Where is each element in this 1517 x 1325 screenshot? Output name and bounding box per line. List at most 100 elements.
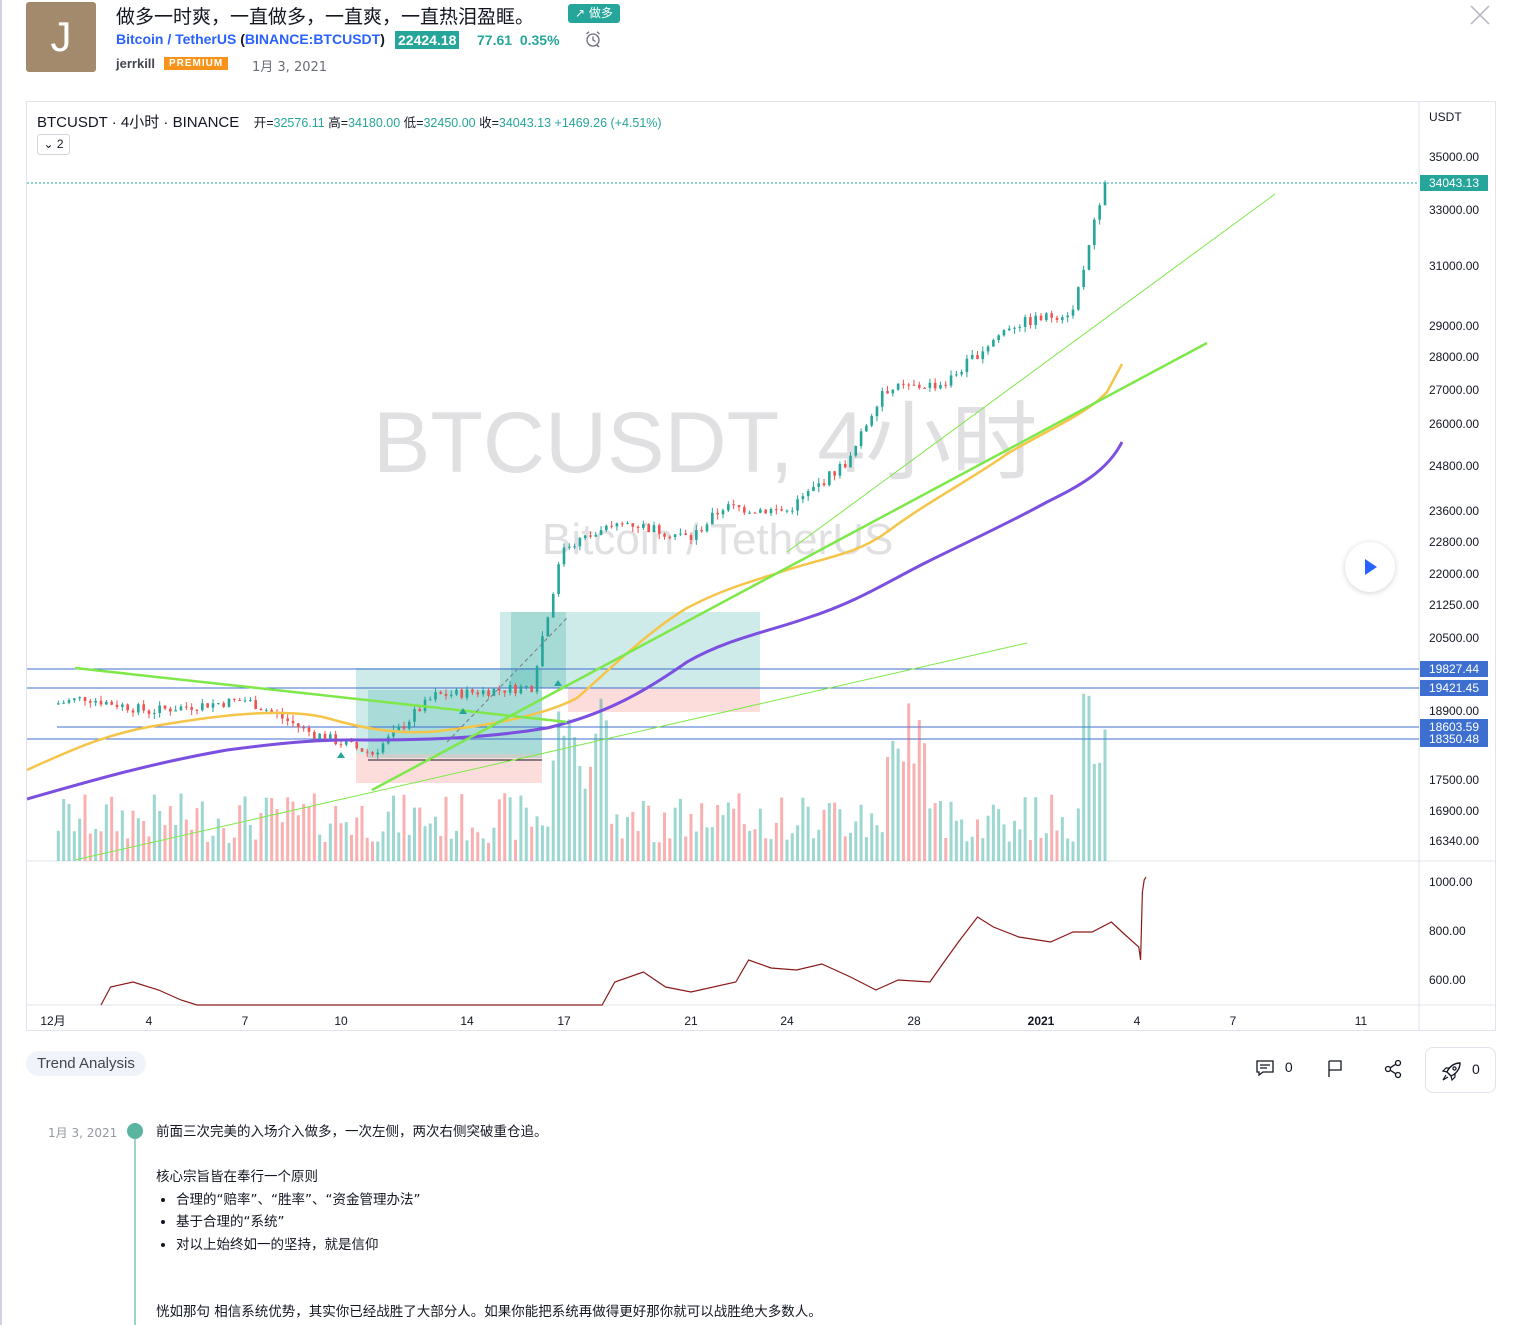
- close-icon[interactable]: [1469, 4, 1491, 26]
- candle: [1002, 328, 1006, 337]
- share-icon[interactable]: [1383, 1059, 1403, 1079]
- symbol-name-link[interactable]: Bitcoin / TetherUS: [116, 31, 237, 47]
- price-tick-label: 18900.00: [1429, 704, 1479, 718]
- candle: [700, 526, 703, 533]
- volume-bar: [1002, 824, 1006, 861]
- time-tick-label: 7: [1230, 1014, 1237, 1028]
- trendline-main[interactable]: [371, 341, 1208, 792]
- volume-bar: [854, 821, 858, 861]
- candle: [434, 688, 437, 703]
- candle: [73, 697, 76, 703]
- volume-bar: [481, 838, 485, 861]
- price-tick-label: 33000.00: [1429, 203, 1479, 217]
- volume-bar: [206, 841, 210, 861]
- candle: [790, 507, 794, 515]
- volume-bar: [610, 823, 614, 861]
- volume-bar: [465, 840, 469, 861]
- volume-bar: [748, 830, 752, 861]
- volume-bar: [115, 831, 119, 861]
- price-change-abs: 77.61: [477, 32, 513, 48]
- price-chart[interactable]: BTCUSDT, 4小时 Bitcoin / TetherUS: [27, 102, 1496, 1031]
- collapse-indicators-button[interactable]: ⌄ 2: [37, 134, 70, 155]
- trendline-descending[interactable]: [74, 666, 568, 724]
- candle: [870, 413, 873, 428]
- price-tick-label: 24800.00: [1429, 459, 1479, 473]
- candle: [259, 707, 263, 711]
- long-position-box-2[interactable]: [368, 690, 542, 761]
- volume-bar: [184, 819, 188, 861]
- candle: [705, 522, 709, 533]
- price-axis[interactable]: 35000.00 33000.00 31000.00 29000.00 28000.00…: [1429, 150, 1479, 848]
- price-tick-label: 16900.00: [1429, 804, 1479, 818]
- volume-bar: [705, 827, 709, 861]
- boost-button[interactable]: 0: [1425, 1047, 1496, 1093]
- rocket-icon: [1441, 1062, 1461, 1082]
- candle: [992, 338, 995, 347]
- replay-button[interactable]: [1345, 542, 1395, 592]
- volume-bar: [599, 698, 603, 861]
- price-tick-label: 20500.00: [1429, 631, 1479, 645]
- volume-bar: [949, 801, 953, 861]
- indicator-line[interactable]: [100, 876, 1147, 1006]
- volume-bar: [328, 823, 332, 861]
- author-name[interactable]: jerrkill: [116, 56, 156, 71]
- volume-bar: [573, 737, 577, 861]
- candle: [334, 730, 337, 746]
- candle: [376, 748, 380, 759]
- candle: [833, 470, 836, 481]
- candle: [243, 696, 247, 703]
- volume-bar: [508, 797, 512, 861]
- volume-bar: [323, 841, 327, 861]
- candle: [886, 385, 889, 394]
- candle: [249, 696, 252, 702]
- volume-bar: [302, 803, 306, 861]
- candle: [939, 381, 942, 390]
- publish-date: 1月 3, 2021: [252, 60, 328, 75]
- candle: [589, 531, 592, 539]
- symbol-ticker-link[interactable]: BINANCE:BTCUSDT: [244, 31, 381, 47]
- volume-bar: [678, 798, 682, 861]
- trendline-support[interactable]: [74, 642, 1028, 861]
- volume-bar: [546, 826, 550, 861]
- candle: [407, 719, 411, 731]
- volume-bar: [1082, 693, 1086, 861]
- volume-bar: [1039, 837, 1043, 861]
- tag-trend-analysis[interactable]: Trend Analysis: [26, 1051, 146, 1076]
- moving-average-fast[interactable]: [27, 363, 1124, 772]
- price-tick-label: 21250.00: [1429, 598, 1479, 612]
- volume-bar: [1055, 830, 1059, 861]
- candle: [503, 690, 507, 697]
- trendline-channel[interactable]: [786, 193, 1276, 553]
- price-tick-label: 29000.00: [1429, 319, 1479, 333]
- candle: [498, 685, 501, 696]
- time-axis[interactable]: 12月 4 7 10 14 17 21 24 28 2021 4 7 11: [40, 1014, 1367, 1028]
- moving-average-slow[interactable]: [27, 441, 1124, 801]
- author-avatar[interactable]: J: [26, 2, 96, 72]
- candle: [689, 532, 693, 545]
- candle: [605, 524, 608, 532]
- candle: [610, 521, 613, 529]
- candle: [642, 520, 645, 531]
- volume-bar: [965, 841, 969, 861]
- volume-bar: [264, 797, 268, 861]
- candle: [291, 714, 295, 728]
- candle: [822, 478, 826, 487]
- chart-symbol-line[interactable]: BTCUSDT · 4小时 · BINANCE: [37, 114, 240, 131]
- flag-icon[interactable]: [1326, 1059, 1344, 1079]
- volume-bar: [578, 766, 582, 861]
- chart-frame[interactable]: BTCUSDT, 4小时 Bitcoin / TetherUS: [26, 101, 1496, 1031]
- candle: [381, 741, 385, 755]
- comments-button[interactable]: 0: [1255, 1059, 1293, 1081]
- volume-bar: [1044, 833, 1048, 861]
- candle: [190, 703, 193, 716]
- volume-bar: [248, 825, 252, 861]
- currency-label: USDT: [1429, 110, 1462, 124]
- volume-bar: [833, 802, 837, 861]
- volume-bar: [147, 836, 151, 861]
- candle: [981, 346, 985, 364]
- candle: [796, 495, 799, 516]
- indicator-axis[interactable]: 1000.00 800.00 600.00: [1429, 875, 1473, 987]
- volume-bar: [901, 761, 905, 861]
- alarm-clock-icon[interactable]: [584, 30, 602, 48]
- candle: [711, 507, 714, 525]
